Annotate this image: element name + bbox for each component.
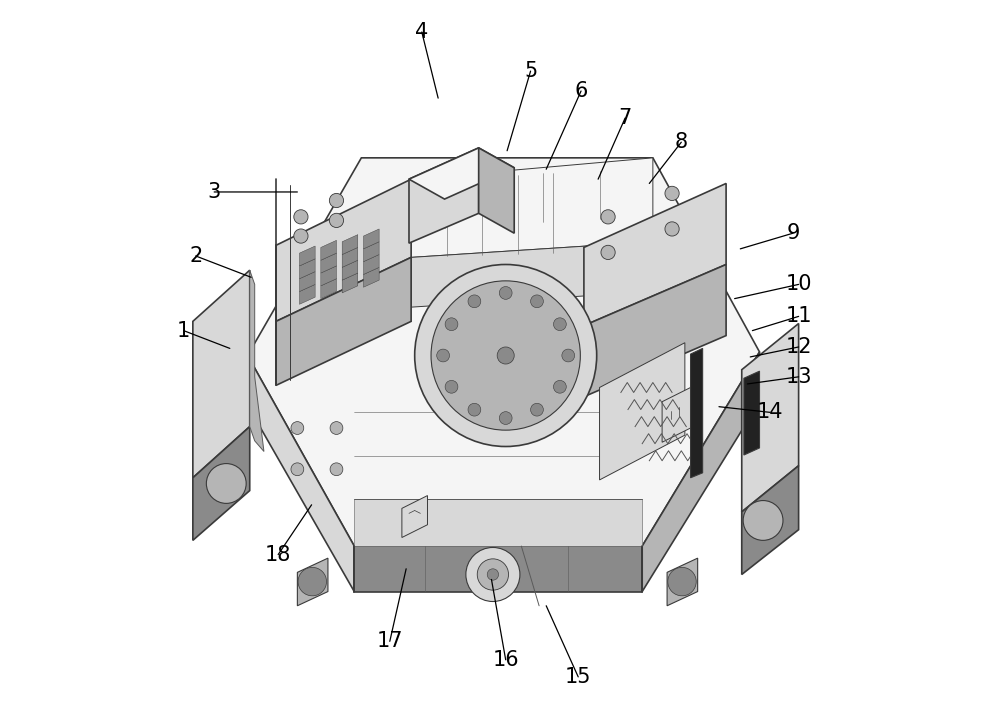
Circle shape [294, 229, 308, 243]
Circle shape [553, 380, 566, 393]
Polygon shape [411, 242, 653, 307]
Circle shape [330, 422, 343, 434]
Polygon shape [742, 466, 799, 574]
Circle shape [329, 193, 344, 208]
Circle shape [553, 318, 566, 331]
Polygon shape [354, 546, 642, 592]
Polygon shape [479, 148, 514, 233]
Polygon shape [342, 273, 358, 293]
Circle shape [601, 245, 615, 260]
Text: 6: 6 [574, 81, 588, 101]
Polygon shape [250, 270, 264, 451]
Circle shape [499, 287, 512, 299]
Polygon shape [299, 246, 315, 266]
Circle shape [665, 186, 679, 201]
Circle shape [437, 349, 450, 362]
Circle shape [668, 567, 696, 596]
Circle shape [206, 464, 246, 503]
Circle shape [466, 547, 520, 602]
Circle shape [562, 349, 575, 362]
Text: 16: 16 [492, 650, 519, 670]
Text: 14: 14 [757, 402, 783, 422]
Circle shape [431, 281, 580, 430]
Polygon shape [297, 558, 328, 606]
Polygon shape [742, 324, 799, 512]
Polygon shape [584, 264, 726, 397]
Text: 7: 7 [619, 108, 632, 128]
Polygon shape [667, 558, 698, 606]
Polygon shape [193, 270, 250, 478]
Circle shape [445, 380, 458, 393]
Text: 5: 5 [524, 61, 537, 81]
Polygon shape [363, 242, 379, 262]
Circle shape [445, 318, 458, 331]
Circle shape [298, 567, 327, 596]
Polygon shape [744, 371, 760, 455]
Text: 10: 10 [785, 274, 812, 294]
Circle shape [468, 403, 481, 416]
Circle shape [531, 403, 543, 416]
Polygon shape [299, 272, 315, 292]
Polygon shape [321, 253, 336, 273]
Circle shape [743, 501, 783, 540]
Circle shape [330, 463, 343, 476]
Text: 2: 2 [189, 246, 202, 266]
Text: 1: 1 [177, 321, 190, 341]
Circle shape [665, 222, 679, 236]
Polygon shape [299, 259, 315, 279]
Polygon shape [409, 148, 479, 243]
Polygon shape [248, 356, 354, 592]
Text: 18: 18 [265, 545, 291, 565]
Polygon shape [342, 260, 358, 280]
Polygon shape [363, 267, 379, 287]
Polygon shape [299, 284, 315, 304]
Polygon shape [321, 279, 336, 299]
Polygon shape [276, 257, 411, 385]
Polygon shape [409, 148, 514, 199]
Text: 8: 8 [675, 132, 688, 152]
Polygon shape [584, 183, 726, 326]
Polygon shape [354, 499, 642, 546]
Polygon shape [363, 229, 379, 249]
Circle shape [477, 559, 509, 590]
Circle shape [291, 422, 304, 434]
Text: 17: 17 [377, 631, 403, 651]
Polygon shape [321, 266, 336, 286]
Text: 13: 13 [785, 367, 812, 387]
Circle shape [601, 210, 615, 224]
Polygon shape [363, 255, 379, 274]
Circle shape [468, 295, 481, 308]
Text: 11: 11 [785, 306, 812, 326]
Polygon shape [402, 496, 427, 538]
Polygon shape [193, 427, 250, 540]
Polygon shape [342, 235, 358, 255]
Circle shape [497, 347, 514, 364]
Polygon shape [321, 240, 336, 260]
Polygon shape [342, 247, 358, 267]
Polygon shape [691, 348, 703, 478]
Polygon shape [411, 158, 653, 257]
Circle shape [294, 210, 308, 224]
Circle shape [531, 295, 543, 308]
Polygon shape [662, 387, 691, 442]
Text: 4: 4 [415, 22, 428, 42]
Text: 15: 15 [565, 667, 591, 687]
Polygon shape [642, 352, 760, 592]
Circle shape [487, 569, 499, 580]
Polygon shape [248, 158, 760, 546]
Text: 12: 12 [785, 337, 812, 357]
Polygon shape [600, 343, 685, 480]
Circle shape [329, 213, 344, 228]
Text: 9: 9 [786, 223, 800, 243]
Circle shape [415, 264, 597, 447]
Circle shape [291, 463, 304, 476]
Text: 3: 3 [208, 182, 221, 202]
Polygon shape [276, 179, 411, 321]
Circle shape [499, 412, 512, 424]
